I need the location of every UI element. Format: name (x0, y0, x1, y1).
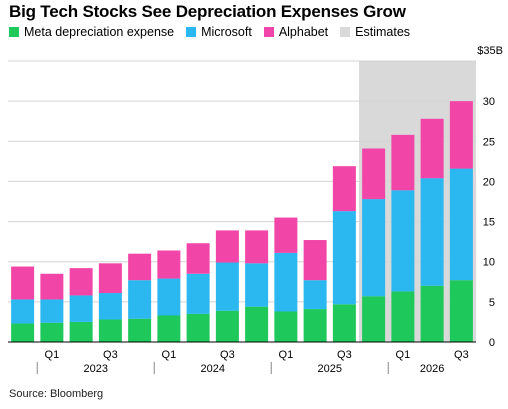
bar-segment-microsoft (11, 299, 35, 324)
bar-segment-meta (449, 280, 473, 342)
bar-segment-microsoft (186, 273, 210, 314)
legend-swatch-meta (9, 27, 19, 37)
bar-segment-microsoft (274, 252, 298, 312)
bar-segment-meta (40, 322, 64, 342)
bar-segment-meta (391, 291, 415, 342)
bar-segment-microsoft (449, 168, 473, 281)
legend-swatch-estimates (340, 27, 351, 37)
x-tick-label: Q1 (279, 349, 294, 361)
y-tick-label: 5 (489, 297, 495, 309)
bar-segment-microsoft (362, 199, 386, 297)
bar-segment-alphabet (186, 243, 210, 274)
bar-segment-alphabet (449, 101, 473, 169)
y-top-label: $35B (477, 45, 503, 57)
bar-segment-meta (332, 304, 356, 342)
legend-swatch-alphabet (263, 27, 274, 37)
bar-segment-microsoft (215, 262, 239, 311)
bar-segment-microsoft (40, 299, 64, 323)
x-tick-label: Q3 (454, 349, 469, 361)
bar-segment-microsoft (332, 211, 356, 305)
legend-label-meta: Meta depreciation expense (24, 25, 175, 39)
bar-segment-meta (128, 318, 152, 342)
legend: Meta depreciation expense Microsoft Alph… (9, 25, 422, 39)
bar-segment-microsoft (69, 295, 93, 322)
legend-item-meta: Meta depreciation expense (9, 25, 174, 39)
bar-segment-microsoft (245, 263, 269, 307)
bar-segment-meta (98, 319, 122, 342)
x-tick-label: Q1 (162, 349, 177, 361)
chart-title: Big Tech Stocks See Depreciation Expense… (9, 2, 406, 21)
year-label: 2025 (318, 363, 342, 375)
bar-segment-microsoft (391, 190, 415, 292)
bar-segment-meta (303, 309, 327, 342)
year-label: 2023 (84, 363, 108, 375)
legend-item-microsoft: Microsoft (186, 25, 252, 39)
bar-segment-alphabet (157, 250, 181, 279)
legend-item-estimates: Estimates (340, 25, 410, 39)
bar-segment-alphabet (420, 118, 444, 179)
year-label: 2024 (201, 363, 225, 375)
y-tick-label: 0 (489, 337, 495, 349)
bar-segment-meta (186, 313, 210, 342)
bar-segment-meta (420, 285, 444, 342)
bar-segment-alphabet (215, 230, 239, 263)
bar-segment-microsoft (157, 278, 181, 316)
legend-swatch-microsoft (186, 27, 197, 37)
bar-segment-alphabet (362, 148, 386, 200)
source-note: Source: Bloomberg (9, 388, 104, 400)
x-tick-label: Q1 (45, 349, 60, 361)
bar-segment-alphabet (98, 263, 122, 294)
x-tick-label: Q3 (337, 349, 352, 361)
bar-segment-alphabet (245, 230, 269, 264)
bar-segment-meta (362, 296, 386, 342)
y-tick-label: 20 (483, 176, 495, 188)
legend-label-alphabet: Alphabet (278, 25, 329, 39)
bar-segment-microsoft (128, 280, 152, 319)
y-tick-label: 10 (483, 257, 495, 269)
bar-segment-alphabet (40, 273, 64, 300)
legend-label-microsoft: Microsoft (201, 25, 252, 39)
year-label: 2026 (420, 363, 444, 375)
bar-segment-alphabet (332, 166, 356, 212)
bar-segment-alphabet (69, 268, 93, 296)
bar-segment-meta (11, 323, 35, 342)
bar-segment-alphabet (128, 253, 152, 281)
bar-segment-alphabet (11, 266, 35, 300)
y-tick-label: 15 (483, 217, 495, 229)
bar-segment-microsoft (420, 178, 444, 286)
bar-segment-alphabet (274, 217, 298, 253)
y-tick-label: 30 (483, 96, 495, 108)
bar-segment-microsoft (303, 280, 327, 310)
bar-segment-meta (69, 321, 93, 342)
bar-segment-alphabet (303, 240, 327, 281)
bar-segment-alphabet (391, 134, 415, 191)
x-tick-label: Q1 (396, 349, 411, 361)
bar-segment-meta (215, 310, 239, 342)
x-tick-label: Q3 (103, 349, 118, 361)
bar-segment-meta (157, 315, 181, 342)
bar-segment-meta (245, 306, 269, 342)
y-tick-label: 25 (483, 136, 495, 148)
bar-segment-microsoft (98, 293, 122, 320)
bar-segment-meta (274, 311, 298, 342)
legend-item-alphabet: Alphabet (263, 25, 329, 39)
x-tick-label: Q3 (220, 349, 235, 361)
legend-label-estimates: Estimates (355, 25, 411, 39)
